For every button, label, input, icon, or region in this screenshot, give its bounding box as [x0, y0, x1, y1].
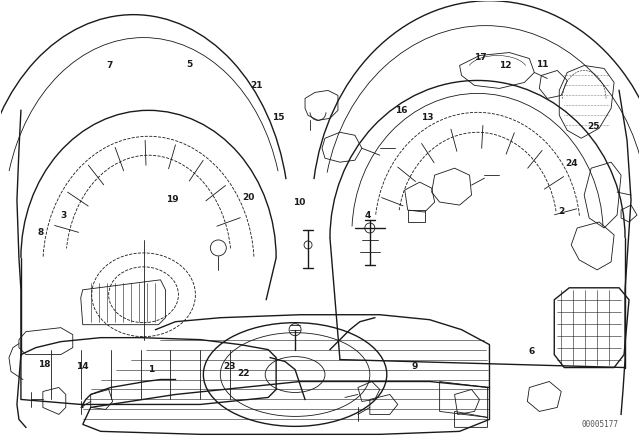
- Text: 5: 5: [186, 60, 193, 69]
- Text: 10: 10: [293, 198, 306, 207]
- Text: 00005177: 00005177: [582, 419, 619, 429]
- Text: 6: 6: [529, 347, 535, 356]
- Text: 23: 23: [223, 362, 236, 370]
- Text: 12: 12: [499, 61, 511, 70]
- Text: 21: 21: [250, 81, 262, 90]
- Text: 20: 20: [243, 193, 255, 202]
- Text: 7: 7: [106, 61, 113, 70]
- Text: 15: 15: [272, 113, 285, 122]
- Text: 9: 9: [412, 362, 418, 370]
- Text: 16: 16: [396, 106, 408, 115]
- Text: 8: 8: [37, 228, 44, 237]
- Text: 19: 19: [166, 195, 179, 204]
- Text: 18: 18: [38, 360, 51, 369]
- Text: 13: 13: [421, 113, 433, 122]
- Text: 3: 3: [60, 211, 67, 220]
- Text: 24: 24: [566, 159, 579, 168]
- Text: 22: 22: [237, 369, 250, 378]
- Text: 11: 11: [536, 60, 548, 69]
- Text: 2: 2: [558, 207, 564, 216]
- Text: 1: 1: [148, 365, 154, 374]
- Text: 4: 4: [365, 211, 371, 220]
- Text: 17: 17: [474, 53, 487, 62]
- Text: 14: 14: [76, 362, 89, 370]
- Text: 25: 25: [587, 122, 599, 131]
